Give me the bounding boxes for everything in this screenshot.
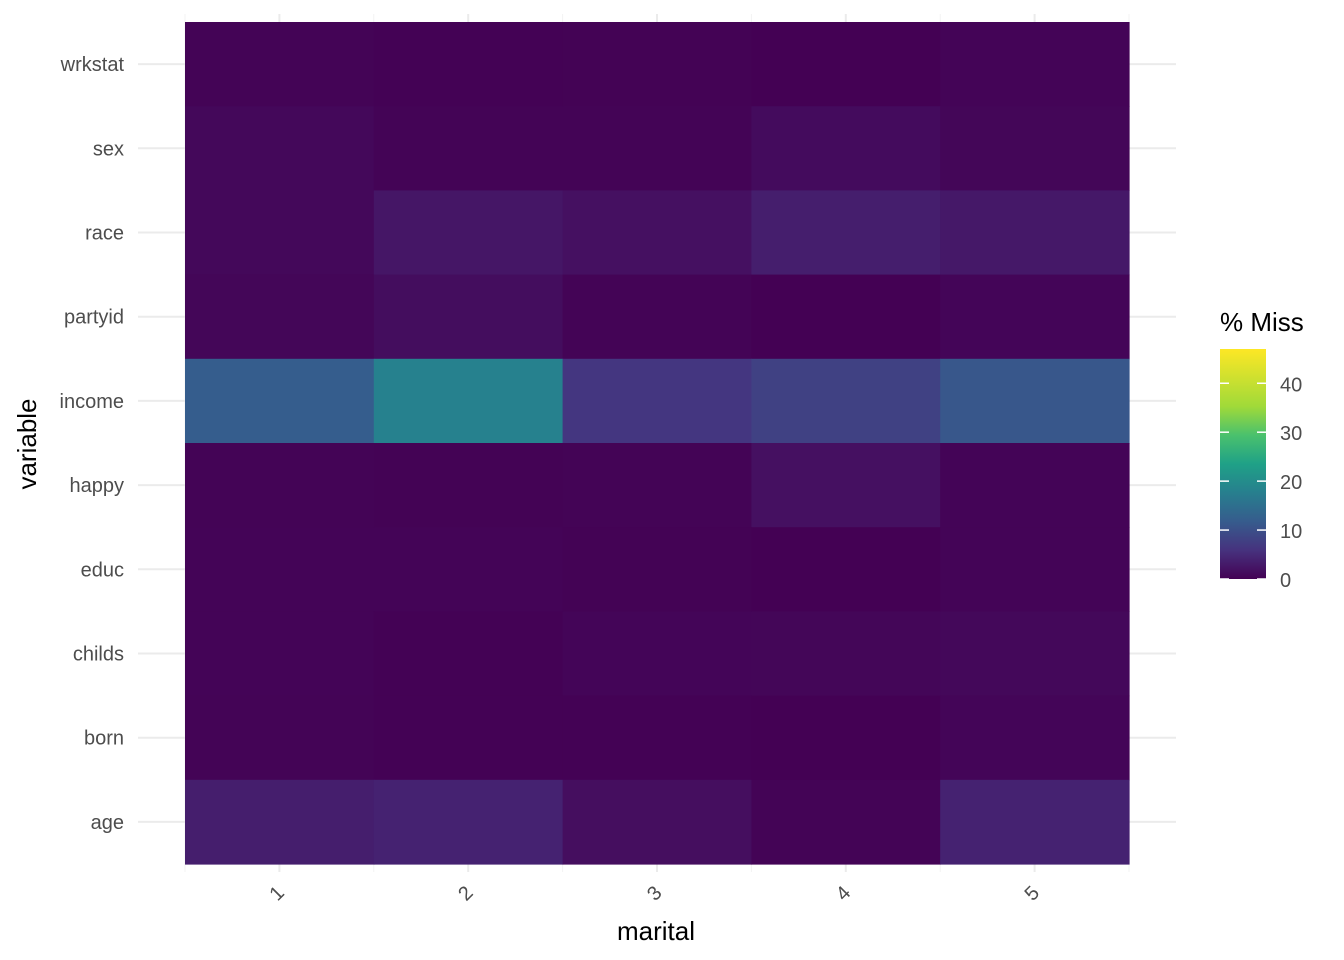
heatmap-cell bbox=[562, 611, 752, 697]
heatmap-cell bbox=[562, 358, 752, 444]
heatmap-cells bbox=[185, 22, 1130, 865]
heatmap-cell bbox=[940, 527, 1130, 612]
heatmap-cell bbox=[185, 695, 375, 781]
heatmap-cell bbox=[751, 695, 941, 781]
heatmap-cell bbox=[185, 779, 375, 865]
heatmap-cell bbox=[373, 274, 564, 360]
x-axis-title: marital bbox=[617, 916, 695, 946]
heatmap-cell bbox=[373, 190, 564, 276]
heatmap-cell bbox=[940, 190, 1130, 276]
x-tick-label: 1 bbox=[265, 882, 288, 905]
heatmap-cell bbox=[373, 443, 564, 528]
x-tick-label: 5 bbox=[1021, 882, 1044, 905]
heatmap-cell bbox=[751, 443, 941, 528]
y-tick-label: age bbox=[91, 812, 124, 834]
y-axis-title: variable bbox=[12, 398, 42, 489]
heatmap-cell bbox=[751, 358, 941, 444]
heatmap-cell bbox=[185, 527, 375, 612]
heatmap-cell bbox=[373, 22, 564, 107]
heatmap-cell bbox=[751, 274, 941, 360]
y-tick-label: income bbox=[60, 391, 124, 413]
heatmap-cell bbox=[751, 611, 941, 697]
heatmap-cell bbox=[373, 695, 564, 781]
heatmap-cell bbox=[373, 779, 564, 865]
legend-ticks: 0 10 20 30 40 bbox=[1220, 374, 1302, 592]
heatmap-cell bbox=[940, 22, 1130, 107]
y-tick-label: educ bbox=[81, 559, 124, 581]
heatmap-cell bbox=[185, 611, 375, 697]
heatmap-cell bbox=[940, 274, 1130, 360]
heatmap-cell bbox=[751, 22, 941, 107]
legend-tick-label: 0 bbox=[1280, 570, 1291, 592]
heatmap-cell bbox=[940, 695, 1130, 781]
heatmap-cell bbox=[185, 443, 375, 528]
heatmap-cell bbox=[940, 779, 1130, 865]
heatmap-cell bbox=[185, 274, 375, 360]
y-tick-label: born bbox=[84, 728, 124, 750]
heatmap-cell bbox=[562, 22, 752, 107]
y-tick-label: race bbox=[85, 223, 124, 245]
legend-tick-label: 10 bbox=[1280, 521, 1302, 543]
heatmap-cell bbox=[751, 779, 941, 865]
heatmap-cell bbox=[185, 106, 375, 191]
heatmap-cell bbox=[562, 190, 752, 276]
legend-colorbar bbox=[1220, 349, 1266, 579]
x-tick-label: 4 bbox=[832, 882, 855, 905]
color-legend: % Miss 0 10 20 30 40 bbox=[1220, 307, 1304, 592]
heatmap-cell bbox=[751, 190, 941, 276]
y-tick-label: wrkstat bbox=[60, 54, 125, 76]
heatmap-cell bbox=[940, 106, 1130, 191]
heatmap-cell bbox=[940, 443, 1130, 528]
x-axis-ticks: 1 2 3 4 5 bbox=[265, 882, 1044, 905]
heatmap-cell bbox=[751, 106, 941, 191]
heatmap-cell bbox=[751, 527, 941, 612]
heatmap-cell bbox=[562, 527, 752, 612]
heatmap-cell bbox=[562, 106, 752, 191]
heatmap-cell bbox=[562, 274, 752, 360]
heatmap-cell bbox=[562, 443, 752, 528]
heatmap-cell bbox=[562, 779, 752, 865]
heatmap-cell bbox=[940, 611, 1130, 697]
legend-tick-label: 30 bbox=[1280, 423, 1302, 445]
y-tick-label: sex bbox=[93, 138, 124, 160]
heatmap-cell bbox=[940, 358, 1130, 444]
heatmap-cell bbox=[373, 358, 564, 444]
heatmap-cell bbox=[562, 695, 752, 781]
x-tick-label: 3 bbox=[643, 882, 666, 905]
heatmap-cell bbox=[185, 358, 375, 444]
x-tick-label: 2 bbox=[454, 882, 477, 905]
heatmap-cell bbox=[185, 190, 375, 276]
heatmap-cell bbox=[373, 611, 564, 697]
legend-tick-label: 20 bbox=[1280, 472, 1302, 494]
heatmap-cell bbox=[373, 106, 564, 191]
y-tick-label: partyid bbox=[64, 307, 124, 329]
legend-tick-label: 40 bbox=[1280, 374, 1302, 396]
y-tick-label: happy bbox=[70, 475, 125, 497]
heatmap-cell bbox=[373, 527, 564, 612]
heatmap-cell bbox=[185, 22, 375, 107]
legend-title: % Miss bbox=[1220, 307, 1304, 337]
y-axis-ticks: wrkstat sex race partyid income happy educ chil… bbox=[60, 54, 125, 834]
y-tick-label: childs bbox=[73, 644, 124, 666]
